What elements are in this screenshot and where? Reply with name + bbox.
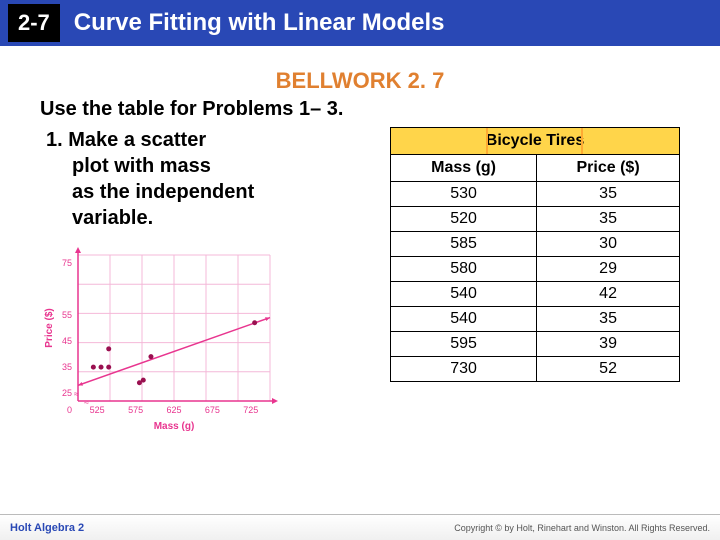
table-row: 54042 (391, 282, 680, 307)
svg-text:35: 35 (62, 362, 72, 372)
bicycle-tires-table: Bicycle Tires Mass (g) Price ($) 5303552… (390, 127, 680, 382)
table-row: 58530 (391, 232, 680, 257)
svg-text:55: 55 (62, 310, 72, 320)
mass-cell: 520 (391, 207, 537, 232)
problem-1: 1. Make a scatter plot with mass as the … (40, 127, 370, 231)
problem-line: variable. (46, 205, 370, 231)
table-title-cell: Bicycle Tires (391, 128, 680, 155)
problem-line: plot with mass (46, 153, 370, 179)
table-col-price: Price ($) (537, 155, 680, 182)
svg-text:≈: ≈ (74, 389, 79, 399)
problem-line: 1. Make a scatter (46, 129, 206, 151)
price-cell: 29 (537, 257, 680, 282)
mass-cell: 540 (391, 307, 537, 332)
svg-text:725: 725 (243, 405, 258, 415)
svg-text:Mass (g): Mass (g) (154, 421, 195, 432)
svg-text:575: 575 (128, 405, 143, 415)
section-number: 2-7 (8, 4, 60, 42)
slide-content: BELLWORK 2. 7 Use the table for Problems… (0, 46, 720, 435)
bellwork-heading: BELLWORK 2. 7 (40, 68, 680, 94)
table-row: 52035 (391, 207, 680, 232)
table-row: 58029 (391, 257, 680, 282)
chart-svg: ≈ ≈525 575 625 675 725 25 35 45 55 75 0 Mass (g) Pric… (40, 245, 280, 435)
svg-text:75: 75 (62, 258, 72, 268)
table-row: 54035 (391, 307, 680, 332)
slide-footer: Holt Algebra 2 Copyright © by Holt, Rine… (0, 514, 720, 540)
price-cell: 39 (537, 332, 680, 357)
svg-text:45: 45 (62, 336, 72, 346)
price-cell: 30 (537, 232, 680, 257)
mass-cell: 530 (391, 182, 537, 207)
price-cell: 35 (537, 207, 680, 232)
price-cell: 35 (537, 182, 680, 207)
price-cell: 52 (537, 357, 680, 382)
mass-cell: 730 (391, 357, 537, 382)
problem-line: as the independent (46, 179, 370, 205)
svg-text:Price ($): Price ($) (44, 308, 55, 347)
main-row: 1. Make a scatter plot with mass as the … (40, 127, 680, 435)
mass-cell: 540 (391, 282, 537, 307)
mass-cell: 580 (391, 257, 537, 282)
left-column: 1. Make a scatter plot with mass as the … (40, 127, 370, 435)
slide-header: 2-7 Curve Fitting with Linear Models (0, 0, 720, 46)
instruction-text: Use the table for Problems 1– 3. (40, 98, 680, 121)
footer-left: Holt Algebra 2 (10, 522, 84, 534)
right-column: Bicycle Tires Mass (g) Price ($) 5303552… (390, 127, 680, 435)
svg-text:525: 525 (90, 405, 105, 415)
svg-text:625: 625 (166, 405, 181, 415)
price-cell: 42 (537, 282, 680, 307)
table-row: 53035 (391, 182, 680, 207)
mass-cell: 585 (391, 232, 537, 257)
header-title: Curve Fitting with Linear Models (74, 9, 445, 37)
table-row: 73052 (391, 357, 680, 382)
table-title: Bicycle Tires (486, 132, 584, 149)
svg-text:675: 675 (205, 405, 220, 415)
svg-text:25: 25 (62, 388, 72, 398)
table-row: 59539 (391, 332, 680, 357)
mass-cell: 595 (391, 332, 537, 357)
svg-text:0: 0 (67, 405, 72, 415)
footer-right: Copyright © by Holt, Rinehart and Winsto… (454, 523, 710, 533)
table-col-mass: Mass (g) (391, 155, 537, 182)
price-cell: 35 (537, 307, 680, 332)
scatter-chart: ≈ ≈525 575 625 675 725 25 35 45 55 75 0 Mass (g) Pric… (40, 245, 370, 435)
svg-text:≈: ≈ (84, 397, 89, 407)
